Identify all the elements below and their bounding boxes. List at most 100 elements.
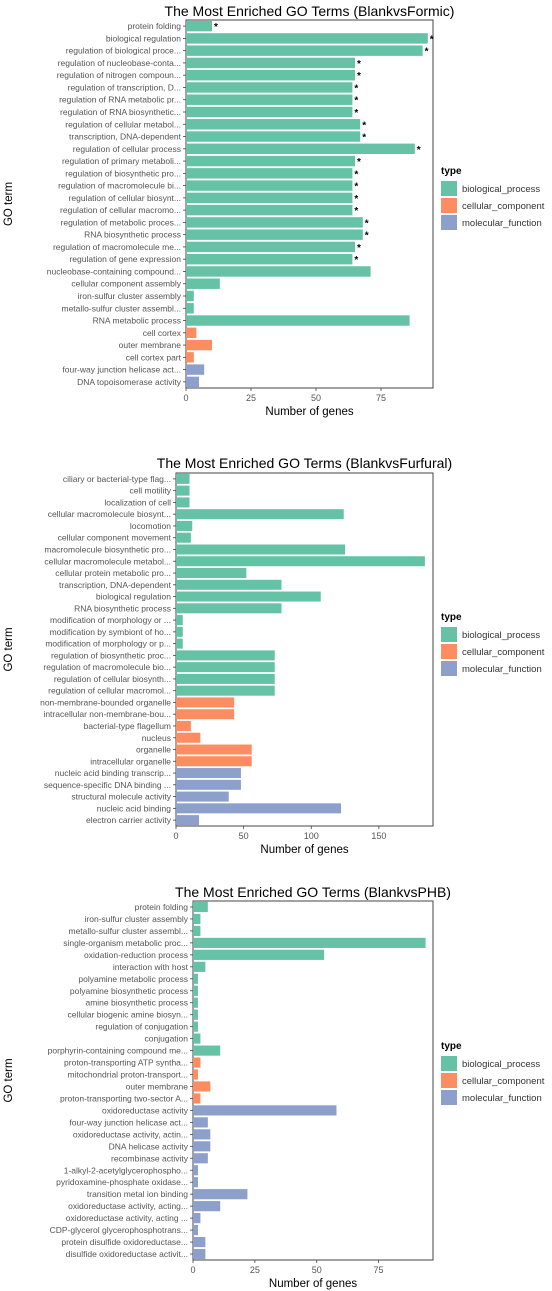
bar bbox=[193, 1009, 198, 1020]
y-tick-label: regulation of biosynthetic proc... bbox=[51, 650, 171, 660]
bar bbox=[176, 756, 252, 767]
bar bbox=[176, 709, 235, 720]
plot-frame bbox=[185, 19, 434, 389]
bar bbox=[193, 1021, 198, 1032]
bar bbox=[186, 119, 361, 130]
significance-marker: * bbox=[362, 133, 366, 144]
bar bbox=[176, 638, 183, 649]
significance-marker: * bbox=[365, 218, 369, 229]
significance-marker: * bbox=[354, 194, 358, 205]
bar bbox=[193, 1081, 211, 1092]
legend-title: type bbox=[441, 1041, 462, 1052]
bar bbox=[186, 94, 353, 105]
bar bbox=[193, 1236, 206, 1248]
legend-entry-label: biological_process bbox=[462, 1059, 540, 1070]
legend-swatch bbox=[441, 181, 457, 196]
bar bbox=[186, 303, 194, 314]
bar bbox=[193, 949, 325, 960]
chart-panel-3: The Most Enriched GO Terms (BlankvsPHB) p… bbox=[3, 884, 545, 1290]
y-tick-label: localization of cell bbox=[104, 497, 171, 507]
y-axis-label: GO term bbox=[3, 182, 15, 226]
bar bbox=[176, 697, 235, 708]
bar bbox=[186, 339, 212, 351]
y-tick-label: regulation of biosynthetic pro... bbox=[65, 168, 181, 178]
legend-swatch bbox=[441, 1090, 457, 1105]
significance-marker: * bbox=[425, 47, 429, 58]
significance-marker: * bbox=[362, 120, 366, 131]
bar bbox=[176, 591, 321, 602]
y-tick-label: cell cortex part bbox=[126, 352, 182, 362]
bar bbox=[193, 1213, 201, 1224]
bar bbox=[186, 180, 353, 191]
y-tick-label: cell motility bbox=[129, 486, 171, 496]
legend-entry-label: biological_process bbox=[462, 184, 540, 195]
x-axis-label: Number of genes bbox=[265, 406, 353, 418]
y-tick-label: regulation of cellular process bbox=[73, 144, 181, 154]
bar bbox=[193, 1129, 211, 1140]
significance-marker: * bbox=[357, 243, 361, 254]
bar bbox=[193, 1189, 248, 1200]
legend-entry-label: molecular_function bbox=[462, 664, 542, 675]
legend-swatch bbox=[441, 1056, 457, 1071]
y-tick-label: nucleus bbox=[142, 733, 171, 743]
bar bbox=[186, 253, 353, 265]
y-tick-label: proton-transporting two-sector A... bbox=[60, 1093, 188, 1103]
bar bbox=[186, 192, 353, 204]
y-tick-label: DNA topoisomerase activity bbox=[77, 377, 182, 387]
y-tick-label: porphyrin-containing compound me... bbox=[48, 1046, 188, 1056]
y-tick-label: regulation of cellular metabol... bbox=[65, 119, 181, 129]
y-tick-label: nucleic acid binding transcrip... bbox=[55, 768, 171, 778]
y-tick-label: non-membrane-bounded organelle bbox=[40, 697, 171, 707]
bar bbox=[176, 615, 183, 626]
y-tick-label: macromolecule biosynthetic pro... bbox=[44, 544, 171, 554]
bar bbox=[193, 1105, 337, 1116]
bar bbox=[176, 532, 191, 543]
bar bbox=[176, 791, 229, 802]
significance-marker: * bbox=[354, 206, 358, 217]
bar bbox=[186, 204, 353, 216]
y-tick-label: regulation of macromolecule me... bbox=[53, 242, 181, 252]
y-tick-label: intracellular organelle bbox=[90, 756, 171, 766]
significance-marker: * bbox=[214, 22, 218, 33]
significance-marker: * bbox=[354, 182, 358, 193]
y-tick-label: regulation of biological proce... bbox=[66, 46, 181, 56]
x-tick-label: 75 bbox=[374, 1265, 384, 1275]
bar bbox=[176, 473, 190, 484]
chart-title: The Most Enriched GO Terms (BlankvsFormi… bbox=[165, 3, 455, 19]
y-tick-label: cellular biogenic amine biosyn... bbox=[68, 1010, 188, 1020]
y-tick-label: nucleic acid binding bbox=[97, 803, 171, 813]
y-tick-label: regulation of gene expression bbox=[69, 254, 181, 264]
bar bbox=[176, 720, 191, 731]
x-tick-label: 25 bbox=[246, 393, 256, 403]
chart-title: The Most Enriched GO Terms (BlankvsPHB) bbox=[175, 884, 451, 900]
y-tick-label: cellular component assembly bbox=[71, 279, 181, 289]
bar bbox=[193, 1057, 201, 1068]
y-tick-label: cellular protein metabolic pro... bbox=[55, 568, 171, 578]
bar bbox=[176, 662, 275, 673]
bar bbox=[193, 1177, 198, 1188]
bar bbox=[186, 57, 355, 69]
bar bbox=[176, 568, 247, 579]
bar bbox=[186, 315, 410, 326]
significance-marker: * bbox=[354, 108, 358, 119]
bar bbox=[193, 913, 201, 925]
bar bbox=[193, 1033, 201, 1044]
y-tick-label: protein folding bbox=[135, 902, 189, 912]
y-tick-label: amine biosynthetic process bbox=[85, 998, 188, 1008]
bar bbox=[186, 155, 355, 167]
y-tick-label: metallo-sulfur cluster assembl... bbox=[68, 926, 188, 936]
y-tick-label: cell cortex bbox=[143, 328, 182, 338]
bar bbox=[176, 685, 275, 696]
y-tick-label: ciliary or bacterial-type flag... bbox=[63, 474, 171, 484]
y-tick-label: regulation of macromolecule bi... bbox=[58, 181, 181, 191]
significance-marker: * bbox=[357, 157, 361, 168]
x-tick-label: 100 bbox=[304, 831, 319, 841]
bar bbox=[176, 497, 190, 508]
bar bbox=[186, 106, 353, 118]
y-tick-label: modification of morphology or p... bbox=[45, 639, 171, 649]
bar bbox=[186, 168, 353, 179]
y-tick-label: oxidoreductase activity, acting ... bbox=[66, 1213, 188, 1223]
legend-swatch bbox=[441, 215, 457, 230]
